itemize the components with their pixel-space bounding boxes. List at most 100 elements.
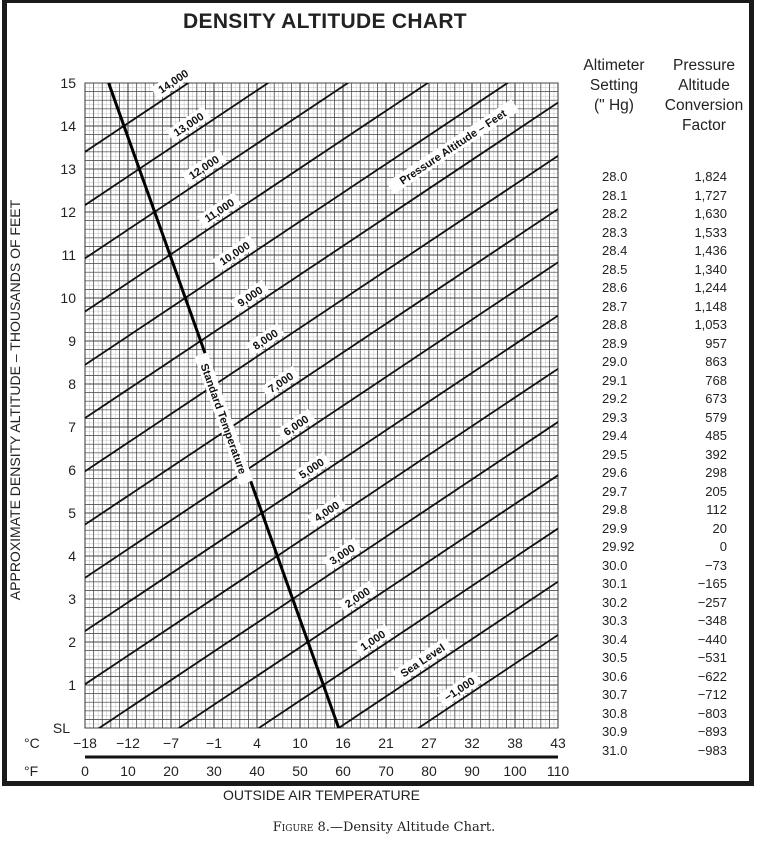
altimeter-setting-cell: 29.1	[602, 372, 628, 388]
table-row: 28.0 1,824	[590, 168, 727, 187]
altimeter-setting-cell: 30.7	[602, 687, 628, 702]
y-tick-label: 9	[68, 333, 76, 349]
x-tick-celsius: −18	[73, 735, 97, 751]
x-tick-celsius: 38	[507, 735, 523, 751]
y-tick-label: 5	[68, 505, 76, 521]
altimeter-setting-cell: 30.8	[602, 705, 628, 721]
conversion-factor-cell: 205	[705, 483, 727, 499]
altimeter-setting-cell: 28.9	[602, 335, 628, 351]
pressure-altitude-line	[85, 83, 350, 260]
table-row: 28.4 1,436	[590, 242, 727, 261]
y-tick-label: 4	[68, 548, 76, 564]
y-tick-label: 2	[68, 634, 76, 650]
conversion-factor-cell: 1,533	[694, 224, 727, 240]
caption-text: 8.—Density Altitude Chart.	[313, 820, 496, 835]
header-line: (" Hg)	[594, 97, 634, 114]
conversion-factor-cell: −712	[697, 687, 727, 702]
x-tick-celsius: 32	[464, 735, 480, 751]
x-tick-fahrenheit: 30	[206, 763, 222, 779]
y-tick-label: 10	[60, 290, 76, 306]
altimeter-setting-cell: 30.0	[602, 557, 628, 573]
conversion-factor-cell: 485	[705, 428, 727, 443]
conversion-factor-cell: −348	[697, 613, 727, 628]
altimeter-setting-cell: 29.92	[602, 539, 635, 554]
altimeter-setting-cell: 30.5	[602, 650, 628, 665]
table-row: 30.6 −622	[590, 668, 727, 687]
x-tick-fahrenheit: 40	[249, 763, 265, 779]
y-tick-label: 11	[61, 247, 76, 263]
conversion-factor-cell: 863	[705, 354, 727, 369]
altimeter-setting-cell: 30.9	[602, 724, 628, 739]
table-row: 28.7 1,148	[590, 298, 727, 317]
pressure-altitude-line	[85, 83, 270, 207]
conversion-factor-cell: 392	[705, 446, 727, 462]
table-row: 30.5 −531	[590, 649, 727, 668]
pressure-altitude-line	[85, 314, 558, 633]
conversion-factor-cell: −531	[697, 650, 727, 665]
altimeter-setting-cell: 30.3	[602, 613, 628, 628]
pressure-altitude-line	[85, 154, 558, 473]
conversion-factor-cell: −73	[704, 557, 727, 573]
altimeter-setting-cell: 29.9	[602, 520, 628, 536]
conversion-factor-cell: −893	[697, 724, 727, 739]
altimeter-setting-cell: 28.4	[602, 243, 628, 258]
x-tick-fahrenheit: 110	[547, 763, 570, 779]
header-line: Altitude	[678, 77, 730, 94]
y-tick-label: 6	[68, 462, 76, 478]
table-row: 29.1 768	[590, 372, 727, 391]
conversion-factor-cell: 1,244	[694, 280, 727, 295]
y-tick-label: 12	[60, 204, 76, 220]
altimeter-setting-cell: 28.6	[602, 280, 628, 295]
altimeter-setting-header: Altimeter Setting (" Hg)	[574, 56, 654, 116]
table-row: 30.7 −712	[590, 686, 727, 705]
altimeter-setting-cell: 30.6	[602, 668, 628, 684]
x-tick-celsius: 27	[421, 735, 437, 751]
x-tick-fahrenheit: 20	[163, 763, 179, 779]
altimeter-setting-cell: 28.1	[602, 187, 628, 203]
grid	[84, 82, 559, 729]
header-line: Factor	[682, 117, 726, 134]
pressure-altitude-line	[85, 261, 558, 579]
conversion-factor-cell: 673	[705, 391, 727, 406]
table-row: 29.7 205	[590, 483, 727, 502]
table-row: 29.0 863	[590, 353, 727, 372]
conversion-factor-cell: −165	[697, 576, 727, 591]
table-row: 30.9 −893	[590, 723, 727, 742]
altimeter-setting-cell: 30.4	[602, 631, 628, 647]
table-row: 30.0 −73	[590, 557, 727, 576]
altimeter-setting-cell: 29.5	[602, 446, 628, 462]
pressure-altitude-line	[85, 83, 430, 313]
table-row: 30.3 −348	[590, 612, 727, 631]
pressure-altitude-line	[85, 83, 510, 366]
x-tick-fahrenheit: 10	[120, 763, 136, 779]
conversion-factor-cell: −257	[697, 594, 727, 610]
altimeter-setting-cell: 28.7	[602, 298, 628, 314]
conversion-factor-cell: 298	[705, 465, 727, 480]
conversion-factor-cell: 1,727	[694, 187, 727, 203]
table-row: 28.1 1,727	[590, 187, 727, 206]
altimeter-setting-cell: 29.4	[602, 428, 628, 443]
y-tick-label: 15	[60, 75, 76, 91]
x-tick-fahrenheit: 0	[81, 763, 89, 779]
x-tick-fahrenheit: 90	[464, 763, 480, 779]
table-row: 28.9 957	[590, 335, 727, 354]
pressure-altitude-line	[177, 474, 558, 728]
x-tick-fahrenheit: 70	[378, 763, 394, 779]
x-tick-fahrenheit: 80	[421, 763, 437, 779]
x-tick-fahrenheit: 100	[503, 763, 527, 779]
table-row: 29.3 579	[590, 409, 727, 428]
conversion-table: 28.0 1,824 28.1 1,727 28.2 1,630 28.3 1,533 28.4…	[590, 168, 727, 760]
altimeter-setting-cell: 29.3	[602, 409, 628, 425]
conversion-factor-cell: 1,053	[694, 317, 727, 332]
table-row: 29.92 0	[590, 538, 727, 557]
altimeter-setting-cell: 29.6	[602, 465, 628, 480]
y-tick-label: SL	[53, 720, 70, 736]
conversion-factor-cell: 768	[705, 372, 727, 388]
table-row: 28.2 1,630	[590, 205, 727, 224]
table-row: 30.4 −440	[590, 631, 727, 650]
table-row: 28.3 1,533	[590, 224, 727, 243]
y-axis-label: APPROXIMATE DENSITY ALTITUDE – THOUSANDS…	[7, 199, 23, 601]
table-row: 28.5 1,340	[590, 261, 727, 280]
